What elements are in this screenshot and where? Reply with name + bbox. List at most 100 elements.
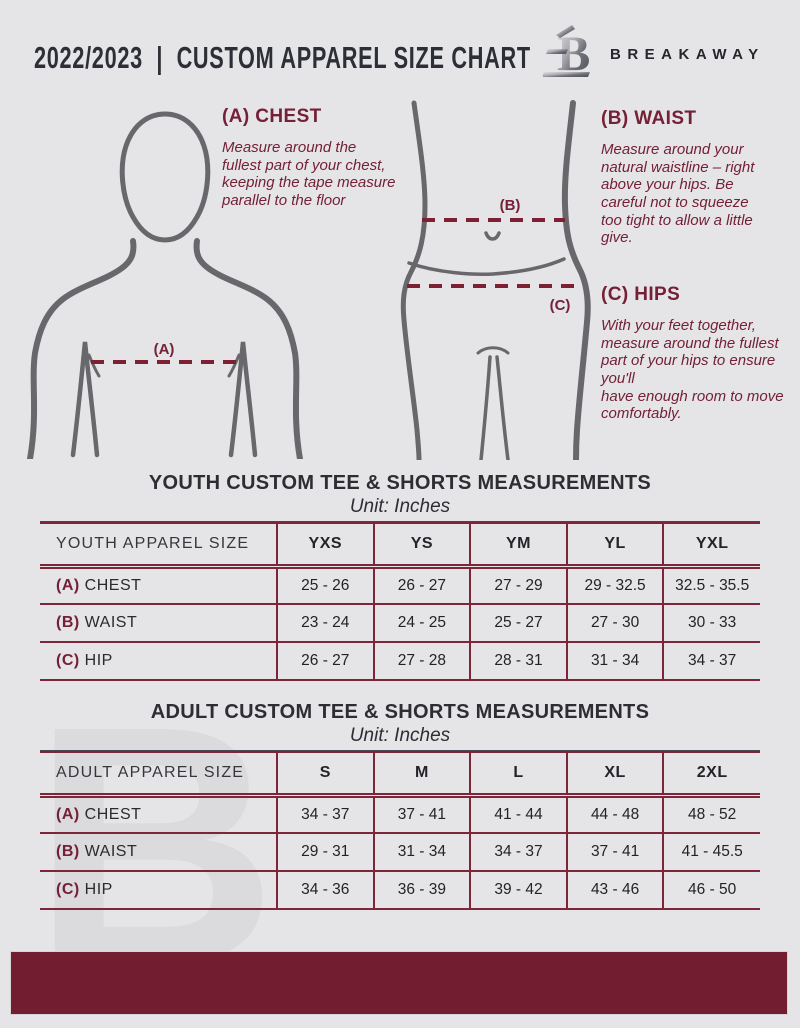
value-cell: 34 - 36 [276,871,374,910]
value-cell: 44 - 48 [565,795,664,834]
youth-size-col: YM [469,523,567,569]
value-cell: 26 - 27 [276,642,374,681]
waist-guide: (B) WAIST Measure around your natural wa… [601,108,773,247]
row-prefix: (B) [56,843,80,860]
value-cell: 37 - 41 [372,795,471,834]
youth-size-col: YXL [662,523,760,569]
row-prefix: (B) [56,614,80,631]
adult-size-col: M [372,752,471,798]
youth-hip-row: (C) HIP 26 - 27 27 - 28 28 - 31 31 - 34 … [40,642,760,681]
chest-marker-label: (A) [154,341,175,358]
breakaway-logo-icon: B [542,25,590,81]
value-cell: 41 - 45.5 [662,833,760,872]
right-armpit-fork [227,353,241,378]
value-cell: 31 - 34 [372,833,471,872]
hips-instructions-line1: With your feet together, measure around … [601,317,779,388]
row-title: HIP [84,881,113,898]
left-armpit-fork [87,353,101,378]
adult-header-row: ADULT APPAREL SIZE S M L XL 2XL [40,752,760,798]
footer-bar [10,951,788,1015]
lower-body-figure: (B) (C) [400,100,591,460]
value-cell: 29 - 32.5 [565,566,664,605]
hips-guide: (C) HIPS With your feet together, measur… [601,284,789,423]
youth-size-table: YOUTH APPAREL SIZE YXS YS YM YL YXL (A) … [40,521,760,681]
youth-section-title: YOUTH CUSTOM TEE & SHORTS MEASUREMENTS [148,472,652,494]
youth-size-col: YXS [276,523,374,569]
adult-size-label-header: ADULT APPAREL SIZE [40,752,277,798]
value-cell: 25 - 26 [276,566,374,605]
row-prefix: (C) [56,881,80,898]
hips-heading: (C) HIPS [601,284,681,305]
row-title: HIP [84,652,113,669]
row-prefix: (A) [56,576,80,594]
value-cell: 43 - 46 [565,871,664,910]
adult-size-table: ADULT APPAREL SIZE S M L XL 2XL (A) CHES… [40,750,760,910]
right-torso-leg [561,100,591,460]
navel [484,231,501,241]
hips-instructions: With your feet together, measure around … [601,317,789,423]
waist-instructions: Measure around your natural waistline – … [601,141,755,247]
waistband-curve [407,257,566,276]
crotch-curve [476,346,510,355]
head-outline [119,111,211,243]
value-cell: 26 - 27 [372,566,471,605]
row-label-cell: (C) HIP [40,642,277,681]
value-cell: 34 - 37 [276,795,374,834]
right-inner-leg [495,355,510,460]
value-cell: 34 - 37 [469,833,567,872]
youth-size-label-header: YOUTH APPAREL SIZE [40,523,277,569]
hips-instructions-line2: have enough room to move comfortably. [601,387,784,423]
page-title: 2022/2023 | CUSTOM APPAREL SIZE CHART [34,40,531,75]
adult-size-col: 2XL [662,752,760,798]
adult-unit-label: Unit: Inches [349,725,451,746]
adult-hip-row: (C) HIP 34 - 36 36 - 39 39 - 42 43 - 46 … [40,871,760,910]
value-cell: 46 - 50 [662,871,760,910]
youth-size-col: YL [565,523,664,569]
youth-size-col: YS [372,523,471,569]
youth-chest-row: (A) CHEST 25 - 26 26 - 27 27 - 29 29 - 3… [40,566,760,605]
row-prefix: (C) [56,652,80,669]
right-armpit [228,341,258,458]
value-cell: 36 - 39 [372,871,471,910]
logo-top-slash [556,25,575,38]
brand-name: BREAKAWAY [610,46,765,63]
adult-waist-row: (B) WAIST 29 - 31 31 - 34 34 - 37 37 - 4… [40,833,760,872]
chest-heading: (A) CHEST [222,106,322,127]
value-cell: 30 - 33 [662,604,760,643]
row-label-cell: (C) HIP [40,871,277,910]
row-title: WAIST [84,614,138,631]
value-cell: 37 - 41 [565,833,664,872]
row-label-cell: (B) WAIST [40,604,277,643]
value-cell: 34 - 37 [662,642,760,681]
value-cell: 27 - 29 [469,566,567,605]
adult-size-col: XL [565,752,664,798]
adult-size-col: S [276,752,374,798]
adult-chest-row: (A) CHEST 34 - 37 37 - 41 41 - 44 44 - 4… [40,795,760,834]
row-label-cell: (A) CHEST [40,566,277,605]
value-cell: 24 - 25 [372,604,471,643]
row-label-cell: (A) CHEST [40,795,277,834]
logo-middle-bar [546,49,568,54]
left-torso-leg [400,100,428,460]
left-inner-leg [479,355,492,460]
youth-header-row: YOUTH APPAREL SIZE YXS YS YM YL YXL [40,523,760,569]
left-shoulder-arm [27,238,137,459]
chest-instructions: Measure around the fullest part of your … [222,139,396,210]
hips-marker-label: (C) [550,297,571,314]
value-cell: 27 - 30 [565,604,664,643]
logo-bottom-bar [542,72,590,77]
chest-guide: (A) CHEST Measure around the fullest par… [222,106,398,210]
row-label-cell: (B) WAIST [40,833,277,872]
value-cell: 25 - 27 [469,604,567,643]
right-shoulder-arm [193,238,303,459]
value-cell: 39 - 42 [469,871,567,910]
row-prefix: (A) [56,805,80,823]
youth-waist-row: (B) WAIST 23 - 24 24 - 25 25 - 27 27 - 3… [40,604,760,643]
value-cell: 29 - 31 [276,833,374,872]
youth-unit-label: Unit: Inches [349,496,451,517]
left-armpit [70,341,100,458]
value-cell: 48 - 52 [662,795,760,834]
row-title: CHEST [84,805,142,823]
value-cell: 32.5 - 35.5 [662,566,760,605]
